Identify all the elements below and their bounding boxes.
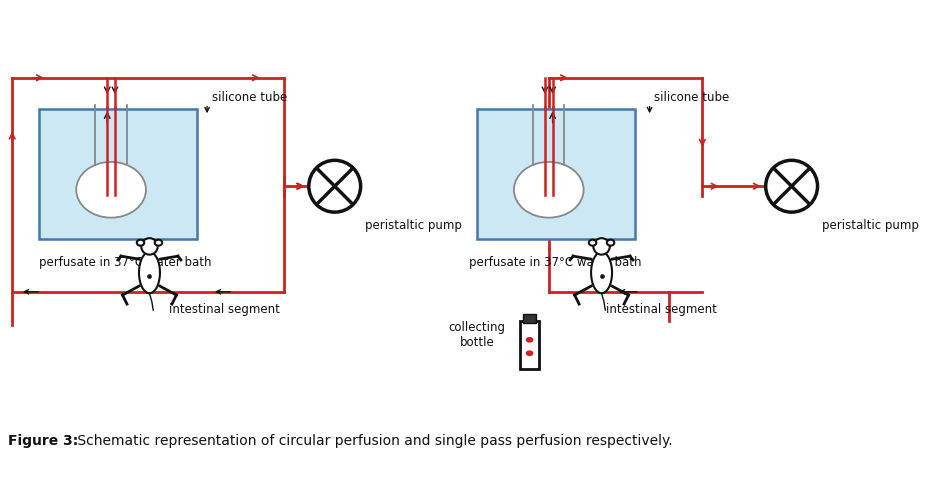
Ellipse shape [514,162,583,217]
Bar [523,314,536,323]
Ellipse shape [144,265,156,284]
Ellipse shape [137,240,144,246]
Ellipse shape [596,265,608,284]
Ellipse shape [142,238,158,255]
Ellipse shape [76,162,146,217]
Text: intestinal segment: intestinal segment [169,303,280,316]
Bar [39,109,198,239]
Text: collecting
bottle: collecting bottle [448,321,505,349]
Ellipse shape [155,240,162,246]
Text: silicone tube: silicone tube [212,91,287,103]
Ellipse shape [591,252,612,293]
Text: Schematic representation of circular perfusion and single pass perfusion respect: Schematic representation of circular per… [73,434,672,448]
Text: perfusate in 37°C water bath: perfusate in 37°C water bath [469,256,641,269]
Text: intestinal segment: intestinal segment [607,303,718,316]
Circle shape [308,160,361,212]
Text: perfusate in 37°C water bath: perfusate in 37°C water bath [39,256,212,269]
Ellipse shape [607,240,614,246]
Text: peristaltic pump: peristaltic pump [365,219,462,232]
Circle shape [766,160,817,212]
Text: peristaltic pump: peristaltic pump [822,219,919,232]
Ellipse shape [526,350,533,356]
Ellipse shape [526,337,533,342]
Ellipse shape [589,240,596,246]
Text: Figure 3:: Figure 3: [8,434,78,448]
Bar [520,320,540,369]
Text: silicone tube: silicone tube [654,91,730,103]
Bar [477,109,636,239]
Ellipse shape [594,238,610,255]
Ellipse shape [139,252,160,293]
